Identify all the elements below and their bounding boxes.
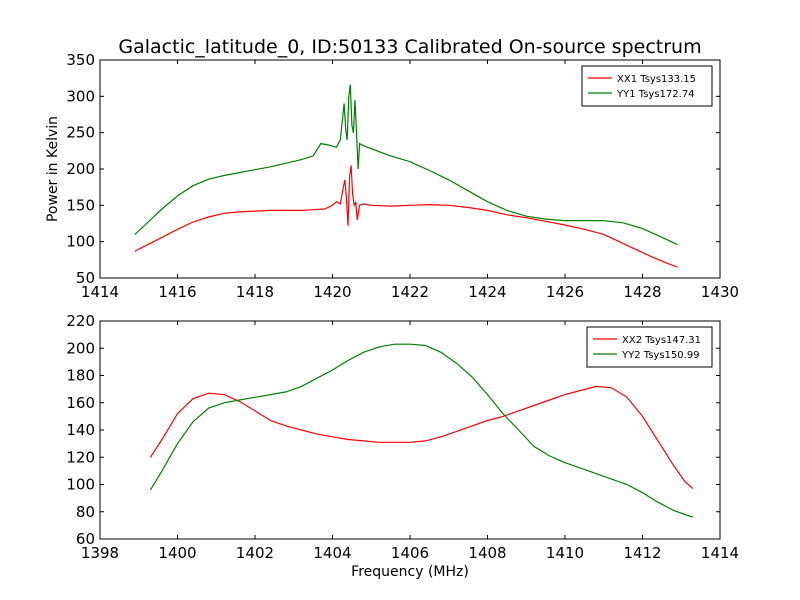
y-tick-label: 250	[66, 124, 95, 142]
x-tick-label: 1402	[236, 544, 274, 562]
y-tick-label: 80	[76, 503, 95, 521]
legend	[586, 326, 713, 368]
y-tick-label: 180	[66, 367, 95, 385]
y-tick-label: 300	[66, 87, 95, 105]
x-tick-label: 1424	[468, 283, 506, 301]
y-tick-label: 50	[76, 269, 95, 287]
series-line-yy2	[149, 343, 694, 518]
y-tick-label: 100	[66, 233, 95, 251]
legend	[581, 65, 713, 107]
x-tick-label: 1420	[313, 283, 351, 301]
x-tick-label: 1430	[701, 283, 739, 301]
y-tick-label: 120	[66, 448, 95, 466]
y-tick-label: 200	[66, 160, 95, 178]
legend-label: XX2 Tsys147.31	[622, 335, 701, 346]
y-axis-label: Power in Kelvin	[45, 116, 61, 222]
bottom-subplot: 1398 1400 1402 1404 1406 1408 1410 1412 1414 60 80…	[66, 312, 739, 562]
series-line-yy1	[134, 84, 678, 246]
x-tick-label: 1422	[391, 283, 429, 301]
x-tick-label: 1400	[158, 544, 196, 562]
legend-label: XX1 Tsys133.15	[617, 74, 696, 85]
top-subplot: 1414 1416 1418 1420 1422 1424 1426 1428 1430 50 10…	[66, 51, 739, 301]
y-tick-label: 60	[76, 530, 95, 548]
x-tick-label: 1412	[623, 544, 661, 562]
y-tick-label: 160	[66, 394, 95, 412]
x-tick-label: 1416	[158, 283, 196, 301]
series-line-xx2	[149, 385, 694, 490]
x-tick-label: 1408	[468, 544, 506, 562]
legend-label: YY2 Tsys150.99	[621, 350, 700, 361]
y-tick-label: 220	[66, 312, 95, 330]
series-line-xx1	[134, 165, 678, 268]
y-tick-label: 140	[66, 421, 95, 439]
x-tick-label: 1428	[623, 283, 661, 301]
x-tick-label: 1404	[313, 544, 351, 562]
y-tick-label: 150	[66, 196, 95, 214]
y-tick-label: 100	[66, 476, 95, 494]
x-tick-label: 1414	[81, 283, 119, 301]
x-tick-label: 1406	[391, 544, 429, 562]
x-tick-label: 1410	[546, 544, 584, 562]
x-tick-label: 1414	[701, 544, 739, 562]
y-tick-label: 200	[66, 339, 95, 357]
x-tick-label: 1398	[81, 544, 119, 562]
legend-label: YY1 Tsys172.74	[616, 89, 695, 100]
x-tick-label: 1426	[546, 283, 584, 301]
y-tick-label: 350	[66, 51, 95, 69]
x-tick-label: 1418	[236, 283, 274, 301]
chart-title: Galactic_latitude_0, ID:50133 Calibrated…	[118, 36, 701, 58]
x-axis-label: Frequency (MHz)	[351, 564, 469, 580]
